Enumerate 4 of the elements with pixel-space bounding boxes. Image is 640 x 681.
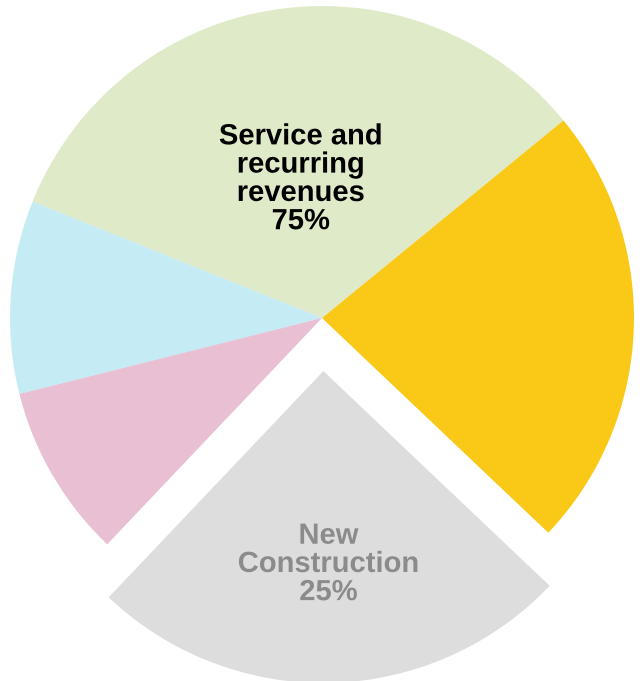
text: 75%: [272, 208, 330, 230]
data-label: 25%: [300, 580, 357, 600]
slice-label: Service and recurring revenues: [220, 123, 381, 202]
slice-label: New Construction: [238, 524, 418, 572]
